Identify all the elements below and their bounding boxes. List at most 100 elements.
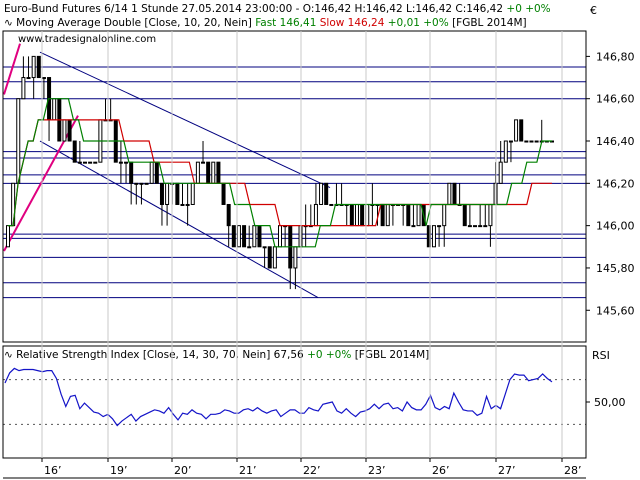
x-tick-label: 26’ — [432, 464, 450, 477]
candle-body — [534, 140, 539, 143]
candle-body — [519, 119, 524, 142]
chart-header-line1: Euro-Bund Futures 6/14 1 Stunde 27.05.20… — [4, 3, 551, 15]
slow-ma-line — [8, 119, 552, 227]
candle-body — [473, 225, 478, 228]
candle-body — [236, 225, 241, 248]
series-change: +0 +0% — [506, 3, 551, 15]
candle-body — [93, 161, 98, 164]
candle-body — [185, 203, 190, 206]
x-tick-label: 27’ — [498, 464, 516, 477]
candle-body — [462, 203, 467, 227]
candle-body — [88, 161, 93, 164]
candle-body — [272, 246, 277, 269]
y-tick-label: 146,80 — [596, 50, 635, 63]
candle-body — [82, 161, 87, 164]
candle-body — [508, 140, 513, 143]
candle-body — [324, 182, 329, 205]
rsi-y-tick-label: 50,00 — [594, 396, 626, 409]
candle-body — [231, 225, 236, 248]
watermark: www.tradesignalonline.com — [18, 34, 157, 45]
series-ohlc: O:146,42 H:146,42 L:146,42 C:146,42 — [302, 3, 504, 15]
candle-body — [134, 182, 139, 185]
y-tick-label: 145,80 — [596, 262, 635, 275]
rsi-wave-icon: ∿ — [4, 349, 13, 361]
candle-body — [437, 225, 442, 228]
rsi-line — [4, 367, 553, 427]
candle-body — [149, 161, 154, 184]
rsi-header: ∿ Relative Strength Index [Close, 14, 30… — [4, 349, 429, 361]
candle-body — [159, 182, 164, 205]
ma-change: +0,01 +0% — [387, 17, 449, 29]
candle-body — [257, 225, 262, 248]
ma-symbol: [FGBL 2014M] — [452, 17, 527, 29]
candle-body — [313, 203, 318, 227]
price-panel-frame — [2, 30, 587, 343]
candle-body — [524, 140, 529, 143]
candle-body — [329, 203, 334, 206]
candle-body — [206, 161, 211, 184]
candle-body — [175, 182, 180, 205]
y-tick-label: 146,60 — [596, 93, 635, 106]
y-tick-label: 145,60 — [596, 304, 635, 317]
series-datetime: 27.05.2014 23:00:00 — [181, 3, 293, 15]
x-tick-label: 23’ — [368, 464, 386, 477]
candle-body — [221, 182, 226, 205]
candle-body — [293, 246, 298, 269]
candle-body — [252, 225, 257, 248]
candle-body — [201, 161, 206, 164]
candle-body — [467, 225, 472, 228]
chart-header-line2: ∿ Moving Average Double [Close, 10, 20, … — [4, 17, 527, 29]
candle-body — [319, 182, 324, 205]
candle-body — [247, 246, 252, 249]
candle-body — [514, 119, 519, 142]
candle-body — [262, 246, 267, 249]
y-tick-label: 146,20 — [596, 177, 635, 190]
candle-body — [488, 203, 493, 227]
price-panel: 146,80 146,60 146,40 146,20 146,00 145,80 145,… — [3, 43, 635, 317]
candle-body — [211, 161, 216, 184]
candle-body — [144, 182, 149, 185]
ma-slow-value: Slow 146,24 — [319, 17, 385, 29]
candle-body — [52, 98, 57, 121]
candle-body — [195, 161, 200, 184]
candle-body — [529, 140, 534, 143]
candle-body — [118, 161, 123, 164]
series-title: Euro-Bund Futures 6/14 1 Stunde — [4, 3, 179, 15]
candle-body — [431, 225, 436, 248]
candle-body — [31, 55, 36, 79]
candle-body — [411, 225, 416, 228]
candle-body — [278, 225, 282, 248]
candle-body — [226, 203, 231, 227]
x-tick-label: 21’ — [239, 464, 257, 477]
candle-body — [503, 140, 508, 163]
candle-body — [406, 203, 411, 227]
candle-body — [41, 77, 46, 80]
x-tick-label: 16’ — [44, 464, 62, 477]
candle-body — [77, 161, 82, 164]
candle-body — [129, 161, 134, 184]
candle-body — [498, 161, 503, 184]
candle-body — [483, 225, 488, 228]
candle-body — [452, 182, 457, 205]
x-tick-label: 28’ — [564, 464, 582, 477]
rsi-panel: 50,00 — [3, 367, 626, 427]
x-tick-label: 19’ — [110, 464, 128, 477]
y-tick-label: 146,40 — [596, 135, 635, 148]
candle-body — [154, 161, 159, 184]
rsi-change: +0 +0% — [307, 349, 352, 361]
candle-body — [139, 182, 144, 185]
candle-body — [62, 119, 67, 142]
candle-body — [242, 225, 247, 248]
rsi-value: 67,56 — [273, 349, 304, 361]
ma-fast-value: Fast 146,41 — [255, 17, 317, 29]
candle-body — [180, 203, 185, 206]
candle-body — [385, 203, 390, 227]
channel-lower-line — [39, 140, 319, 299]
candle-body — [26, 77, 31, 80]
x-axis: 16’ 19’ 20’ 21’ 22’ 23’ 26’ 27’ 28’ — [41, 458, 582, 477]
candle-body — [72, 140, 77, 163]
ma-wave-icon: ∿ — [4, 17, 13, 29]
candle-body — [478, 225, 483, 228]
candle-body — [360, 203, 365, 227]
